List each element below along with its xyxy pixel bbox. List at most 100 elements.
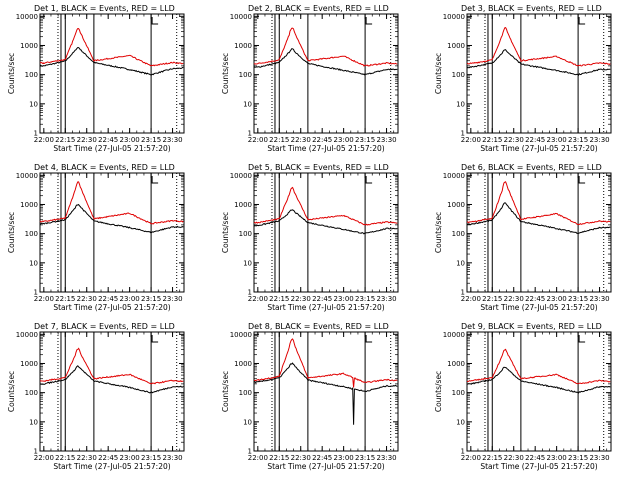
- y-tick-label: 100: [452, 71, 465, 79]
- lld-series-line: [39, 27, 184, 67]
- y-axis-label: Counts/sec: [434, 53, 443, 94]
- events-series-line: [253, 48, 398, 76]
- y-tick-label: 10: [29, 418, 38, 426]
- x-axis-label: Start Time (27-Jul-05 21:57:20): [480, 144, 597, 153]
- y-tick-label: 100: [452, 389, 465, 397]
- lld-series-line: [466, 27, 611, 67]
- x-tick-label: 22:30: [291, 295, 311, 303]
- x-tick-label: 23:30: [162, 454, 182, 462]
- lld-series-line: [253, 27, 398, 67]
- x-tick-label: 23:30: [162, 295, 182, 303]
- x-tick-label: 23:15: [141, 295, 161, 303]
- x-tick-label: 23:15: [355, 136, 375, 144]
- x-tick-label: 22:45: [98, 454, 118, 462]
- y-tick-label: 1000: [20, 42, 38, 50]
- det-8-title: Det 8, BLACK = Events, RED = LLD: [248, 322, 389, 331]
- det-7-panel: Det 7, BLACK = Events, RED = LLD 1 10 100 10…: [7, 322, 185, 471]
- det-1-title: Det 1, BLACK = Events, RED = LLD: [34, 4, 175, 13]
- y-tick-label: 1000: [20, 201, 38, 209]
- x-tick-label: 22:15: [55, 454, 75, 462]
- x-tick-label: 22:45: [312, 454, 332, 462]
- x-tick-label: 22:30: [504, 295, 524, 303]
- x-tick-label: 23:15: [568, 295, 588, 303]
- x-tick-label: 22:00: [461, 454, 481, 462]
- det-5-title: Det 5, BLACK = Events, RED = LLD: [248, 163, 389, 172]
- y-axis-label: Counts/sec: [7, 371, 16, 412]
- x-tick-label: 22:15: [269, 295, 289, 303]
- x-tick-label: 23:30: [589, 136, 609, 144]
- y-tick-label: 1: [248, 130, 252, 138]
- plot-frame: [39, 331, 185, 452]
- lld-series-line: [40, 347, 184, 385]
- x-tick-label: 22:00: [461, 295, 481, 303]
- y-tick-label: 1: [34, 448, 38, 456]
- y-tick-label: 10000: [443, 13, 465, 21]
- y-axis-label: Counts/sec: [221, 212, 230, 253]
- plot-frame: [253, 13, 399, 134]
- x-axis-label: Start Time (27-Jul-05 21:57:20): [53, 144, 170, 153]
- plot-frame: [253, 331, 399, 452]
- x-tick-label: 22:00: [248, 295, 268, 303]
- x-tick-label: 22:30: [77, 136, 97, 144]
- x-tick-label: 23:00: [547, 295, 567, 303]
- x-tick-label: 22:45: [312, 295, 332, 303]
- det-1-panel: Det 1, BLACK = Events, RED = LLD 1 10 100 10…: [7, 4, 185, 153]
- det-4-panel: Det 4, BLACK = Events, RED = LLD 1 10 100 10…: [7, 163, 185, 312]
- det-3-panel: Det 3, BLACK = Events, RED = LLD 1 10 100 10…: [434, 4, 612, 153]
- y-tick-label: 10: [29, 100, 38, 108]
- x-tick-label: 22:00: [248, 454, 268, 462]
- x-tick-label: 23:30: [376, 295, 396, 303]
- y-axis-label: Counts/sec: [221, 371, 230, 412]
- events-series-line: [466, 202, 611, 234]
- x-axis-label: Start Time (27-Jul-05 21:57:20): [480, 462, 597, 471]
- y-tick-label: 10: [243, 259, 252, 267]
- plot-frame: [466, 13, 612, 134]
- y-tick-label: 1000: [447, 42, 465, 50]
- x-tick-label: 22:45: [525, 454, 545, 462]
- y-tick-label: 1000: [447, 360, 465, 368]
- x-tick-label: 22:30: [291, 454, 311, 462]
- x-tick-label: 22:45: [98, 295, 118, 303]
- x-tick-label: 22:45: [312, 136, 332, 144]
- x-tick-label: 22:30: [77, 454, 97, 462]
- plot-frame: [466, 331, 612, 452]
- y-tick-label: 1000: [20, 360, 38, 368]
- y-tick-label: 1: [34, 289, 38, 297]
- y-tick-label: 1000: [234, 360, 252, 368]
- x-tick-label: 22:00: [248, 136, 268, 144]
- x-tick-label: 22:30: [291, 136, 311, 144]
- x-tick-label: 23:00: [334, 295, 354, 303]
- x-tick-label: 23:30: [589, 295, 609, 303]
- x-tick-label: 23:15: [141, 136, 161, 144]
- corner-marker: [365, 335, 373, 343]
- x-tick-label: 23:30: [376, 454, 396, 462]
- x-tick-label: 23:15: [355, 454, 375, 462]
- lld-series-line: [39, 181, 184, 225]
- det-9-title: Det 9, BLACK = Events, RED = LLD: [461, 322, 602, 331]
- events-series-line: [466, 366, 611, 394]
- events-series-line: [39, 203, 184, 234]
- corner-marker: [365, 176, 373, 184]
- det-6-title: Det 6, BLACK = Events, RED = LLD: [461, 163, 602, 172]
- y-tick-label: 1: [248, 289, 252, 297]
- y-axis-label: Counts/sec: [221, 53, 230, 94]
- y-tick-label: 1: [461, 130, 465, 138]
- events-series-line: [466, 49, 611, 76]
- x-tick-label: 23:00: [547, 454, 567, 462]
- y-tick-label: 100: [452, 230, 465, 238]
- y-tick-label: 10: [456, 418, 465, 426]
- y-tick-label: 10000: [16, 331, 38, 339]
- y-tick-label: 10000: [16, 172, 38, 180]
- y-tick-label: 1: [248, 448, 252, 456]
- x-tick-label: 22:15: [269, 136, 289, 144]
- y-tick-label: 10: [29, 259, 38, 267]
- events-series-line: [253, 362, 398, 425]
- y-tick-label: 1000: [234, 42, 252, 50]
- plot-frame: [39, 13, 185, 134]
- x-tick-label: 22:15: [482, 454, 502, 462]
- x-tick-label: 22:00: [34, 136, 54, 144]
- x-tick-label: 22:15: [55, 136, 75, 144]
- y-tick-label: 10: [456, 100, 465, 108]
- x-tick-label: 23:00: [547, 136, 567, 144]
- det-4-title: Det 4, BLACK = Events, RED = LLD: [34, 163, 175, 172]
